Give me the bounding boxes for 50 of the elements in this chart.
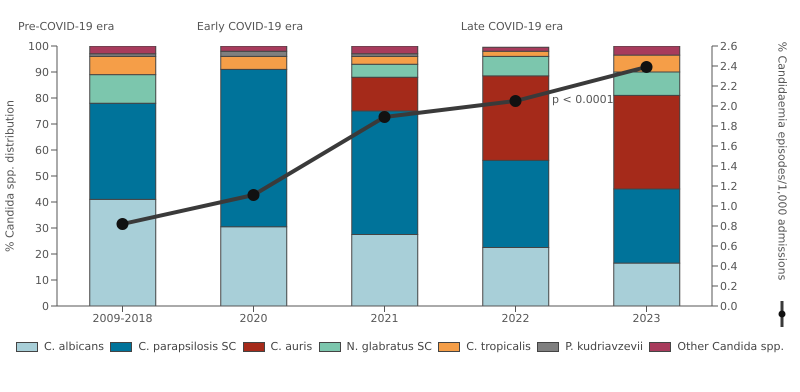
y2-tick-label: 2.4 (720, 60, 738, 73)
y-tick-label: 90 (35, 66, 49, 79)
bar (89, 46, 156, 54)
y-tick-label: 60 (35, 144, 49, 157)
y-tick-label: 20 (35, 248, 49, 261)
x-tick-label: 2022 (502, 312, 530, 325)
y-axis-title: % Candida spp. distribution (4, 100, 16, 252)
x-tick-label: 2009-2018 (92, 312, 152, 325)
y-tick-label: 50 (35, 170, 49, 183)
text: Early COVID-19 era (196, 20, 304, 33)
point (378, 111, 390, 123)
y-tick-label: 10 (35, 274, 49, 287)
y-tick-label: 100 (28, 40, 49, 53)
y-tick-label: 0 (42, 300, 49, 313)
y-tick-label: 30 (35, 222, 49, 235)
y2-tick-label: 2.6 (720, 40, 738, 53)
y2-tick-label: 0.4 (720, 260, 738, 273)
y2-tick-label: 0.2 (720, 280, 738, 293)
legend-label: C. parapsilosis SC (138, 340, 236, 353)
y2-tick-label: 2.0 (720, 100, 738, 113)
y2-tick-label: 1.6 (720, 140, 738, 153)
x-tick-label: 2020 (240, 312, 268, 325)
bar (351, 46, 418, 54)
point (640, 61, 652, 73)
y-tick-label: 70 (35, 118, 49, 131)
y-tick-label: 40 (35, 196, 49, 209)
y2-axis-title: % Candidaemia episodes/1,000 admissions (776, 42, 788, 280)
y2-tick-label: 0.6 (720, 240, 738, 253)
legend-label: Other Candida spp. (677, 340, 784, 353)
y2-tick-label: 1.2 (720, 180, 738, 193)
y2-tick-label: 1.8 (720, 120, 738, 133)
point (510, 95, 522, 107)
legend-label: C. albicans (44, 340, 104, 353)
point (116, 218, 128, 230)
y2-tick-label: 0.8 (720, 220, 738, 233)
annotation: p < 0.0001 (552, 93, 614, 106)
legend-label: C. tropicalis (466, 340, 531, 353)
point (248, 189, 260, 201)
y2-tick-label: 1.0 (720, 200, 738, 213)
legend-label: P. kudriavzevii (565, 340, 644, 353)
x-tick-label: 2021 (370, 312, 398, 325)
x-tick-label: 2023 (632, 312, 660, 325)
y-tick-label: 80 (35, 92, 49, 105)
legend-label: N. glabratus SC (346, 340, 432, 353)
y2-tick-label: 1.4 (720, 160, 738, 173)
text: Late COVID-19 era (460, 20, 564, 33)
y2-tick-label: 0.0 (720, 300, 738, 313)
text: Pre-COVID-19 era (18, 20, 114, 33)
y2-tick-label: 2.2 (720, 80, 738, 93)
legend-label: C. auris (270, 340, 312, 353)
